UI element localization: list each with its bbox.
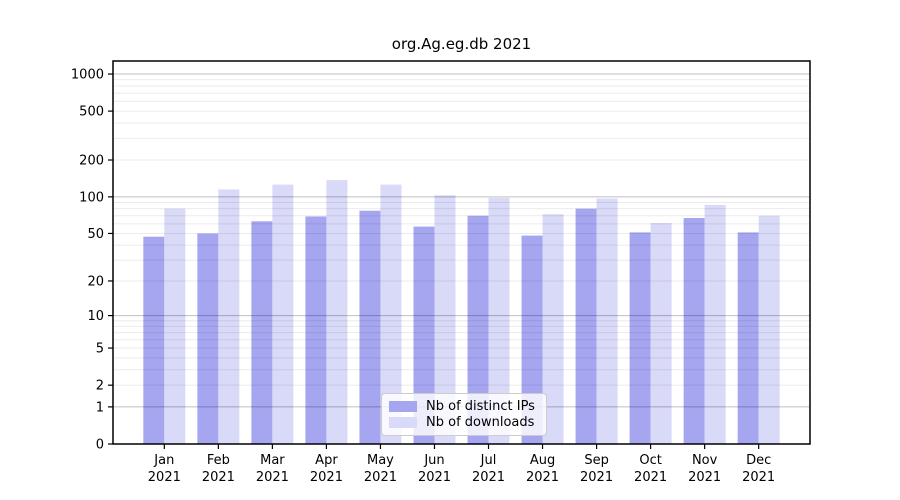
legend-item-distinct-ips: Nb of distinct IPs [389,400,539,413]
x-tick-label-year: 2021 [472,470,505,485]
bar-ips-oct [629,232,651,444]
x-tick-label-year: 2021 [742,470,775,485]
bar-ips-mar [251,221,273,444]
x-tick-label-year: 2021 [256,470,289,485]
y-tick-label: 1000 [71,68,104,83]
x-tick-label-year: 2021 [418,470,451,485]
bar-ips-jan [143,236,165,444]
bar-downloads-sep [596,198,618,444]
bar-ips-nov [683,218,705,444]
x-tick-label-month: Jun [423,453,444,468]
legend-label-distinct-ips: Nb of distinct IPs [426,398,535,414]
chart-title: org.Ag.eg.db 2021 [391,35,532,53]
bar-downloads-feb [218,189,240,444]
y-tick-label: 500 [79,105,104,120]
bar-downloads-oct [650,222,672,444]
x-tick-label-month: Sep [584,453,609,468]
y-tick-label: 10 [87,309,104,324]
x-tick-label-month: Aug [530,453,555,468]
y-tick-label: 100 [79,190,104,205]
bar-ips-jun [413,226,435,444]
bar-downloads-may [380,184,402,444]
y-tick-label: 200 [79,154,104,169]
legend-swatch-downloads [389,417,417,429]
legend-item-downloads: Nb of downloads [389,416,539,429]
legend: Nb of distinct IPs Nb of downloads [381,393,547,436]
x-tick-label-year: 2021 [580,470,613,485]
x-tick-label-year: 2021 [310,470,343,485]
bar-ips-apr [305,216,327,444]
legend-swatch-distinct-ips [389,400,417,412]
x-tick-label-month: Jul [480,453,497,468]
bar-ips-may [359,210,381,444]
x-tick-label-month: Nov [692,453,718,468]
x-tick-label-month: May [367,453,394,468]
x-tick-label-month: Dec [746,453,771,468]
x-tick-label-year: 2021 [202,470,235,485]
bar-downloads-dec [758,215,780,444]
bar-downloads-mar [272,184,294,444]
bar-downloads-aug [542,214,564,444]
x-tick-label-month: Mar [260,453,285,468]
x-tick-label-month: Oct [639,453,661,468]
x-tick-label-year: 2021 [634,470,667,485]
bar-ips-sep [575,208,597,444]
axes-layer [108,60,811,449]
x-tick-label-month: Feb [207,453,230,468]
bar-ips-jul [467,215,489,444]
y-tick-label: 1 [96,400,104,415]
y-tick-label: 20 [87,274,104,289]
grid-layer [113,73,810,408]
y-tick-label: 2 [96,379,104,394]
bar-ips-feb [197,233,219,444]
tick-labels-layer: 0 1 2 5 10 20 50 100 200 500 1000 Jan 2021 Feb 2021 Mar… [71,68,775,485]
x-tick-label-year: 2021 [688,470,721,485]
legend-label-downloads: Nb of downloads [426,415,535,431]
x-tick-label-month: Jan [153,453,174,468]
bar-downloads-jan [164,208,186,444]
y-tick-label: 50 [87,227,104,242]
y-tick-label: 5 [96,342,104,357]
bar-ips-dec [737,232,759,444]
bars-layer [143,180,780,444]
x-tick-label-year: 2021 [364,470,397,485]
bar-downloads-jun [434,195,456,444]
bar-downloads-jul [488,197,510,444]
x-tick-label-month: Apr [315,453,338,468]
bar-ips-aug [521,235,543,444]
x-tick-label-year: 2021 [526,470,559,485]
x-tick-label-year: 2021 [148,470,181,485]
bar-downloads-apr [326,180,348,444]
bar-downloads-nov [704,204,726,444]
y-tick-label: 0 [96,438,104,453]
plot-frame [112,60,811,445]
